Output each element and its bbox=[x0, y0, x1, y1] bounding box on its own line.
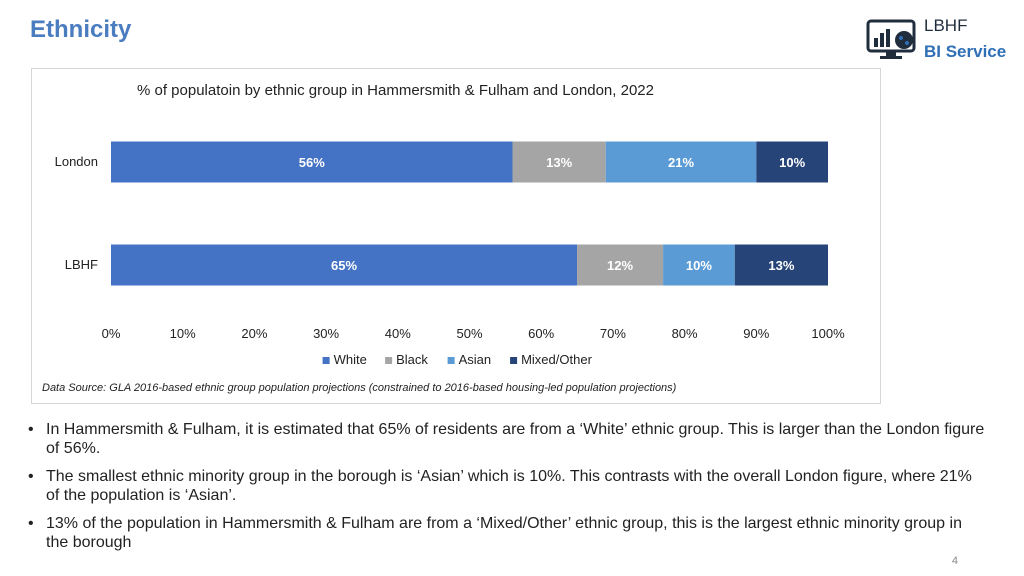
logo-text-primary: LBHF bbox=[924, 16, 968, 35]
category-label-lbhf: LBHF bbox=[65, 257, 98, 272]
bar-lbhf-black bbox=[577, 244, 664, 286]
chart-title: % of populatoin by ethnic group in Hamme… bbox=[137, 82, 654, 99]
bar-lbhf-asian bbox=[663, 244, 735, 286]
legend-label-black: Black bbox=[396, 352, 428, 367]
x-tick-label: 0% bbox=[102, 326, 121, 341]
chart-source: Data Source: GLA 2016-based ethnic group… bbox=[42, 382, 677, 394]
x-tick-label: 10% bbox=[170, 326, 196, 341]
legend-swatch-white bbox=[322, 357, 330, 364]
findings-list: In Hammersmith & Fulham, it is estimated… bbox=[28, 420, 988, 561]
bar-london-mixed-other bbox=[756, 141, 828, 183]
bar-london-black bbox=[512, 141, 606, 183]
data-label-lbhf-asian: 10% bbox=[686, 258, 712, 273]
finding-white: In Hammersmith & Fulham, it is estimated… bbox=[28, 420, 988, 458]
x-tick-label: 70% bbox=[600, 326, 626, 341]
dashboard-monitor-icon bbox=[866, 19, 916, 59]
finding-mixed-other: 13% of the population in Hammersmith & F… bbox=[28, 514, 988, 552]
x-tick-label: 30% bbox=[313, 326, 339, 341]
finding-asian: The smallest ethnic minority group in th… bbox=[28, 467, 988, 505]
legend-swatch-asian bbox=[447, 357, 455, 364]
ethnicity-chart: % of populatoin by ethnic group in Hamme… bbox=[31, 68, 881, 404]
x-tick-label: 20% bbox=[241, 326, 267, 341]
x-tick-label: 60% bbox=[528, 326, 554, 341]
data-label-lbhf-black: 12% bbox=[607, 258, 633, 273]
legend-swatch-mixed-other bbox=[510, 357, 518, 364]
x-tick-label: 50% bbox=[456, 326, 482, 341]
data-label-lbhf-mixed-other: 13% bbox=[768, 258, 794, 273]
data-label-london-asian: 21% bbox=[668, 155, 694, 170]
data-label-london-mixed-other: 10% bbox=[779, 155, 805, 170]
legend-label-white: White bbox=[334, 352, 367, 367]
category-label-london: London bbox=[55, 154, 98, 169]
logo-text-secondary: BI Service bbox=[924, 42, 1007, 61]
bar-lbhf-mixed-other bbox=[734, 244, 828, 286]
legend-swatch-black bbox=[385, 357, 393, 364]
bar-london-white bbox=[111, 141, 513, 183]
x-tick-label: 40% bbox=[385, 326, 411, 341]
lbhf-logo: LBHF BI Service bbox=[866, 14, 1016, 64]
x-tick-label: 80% bbox=[672, 326, 698, 341]
legend-label-asian: Asian bbox=[459, 352, 492, 367]
chart-canvas: % of populatoin by ethnic group in Hamme… bbox=[42, 82, 845, 394]
x-tick-label: 90% bbox=[743, 326, 769, 341]
data-label-london-white: 56% bbox=[299, 155, 325, 170]
x-tick-label: 100% bbox=[811, 326, 845, 341]
data-label-london-black: 13% bbox=[546, 155, 572, 170]
page-number: 4 bbox=[951, 555, 958, 567]
data-label-lbhf-white: 65% bbox=[331, 258, 357, 273]
legend-label-mixed-other: Mixed/Other bbox=[521, 352, 592, 367]
bar-london-asian bbox=[605, 141, 757, 183]
bar-lbhf-white bbox=[111, 244, 578, 286]
page-title: Ethnicity bbox=[30, 16, 132, 43]
